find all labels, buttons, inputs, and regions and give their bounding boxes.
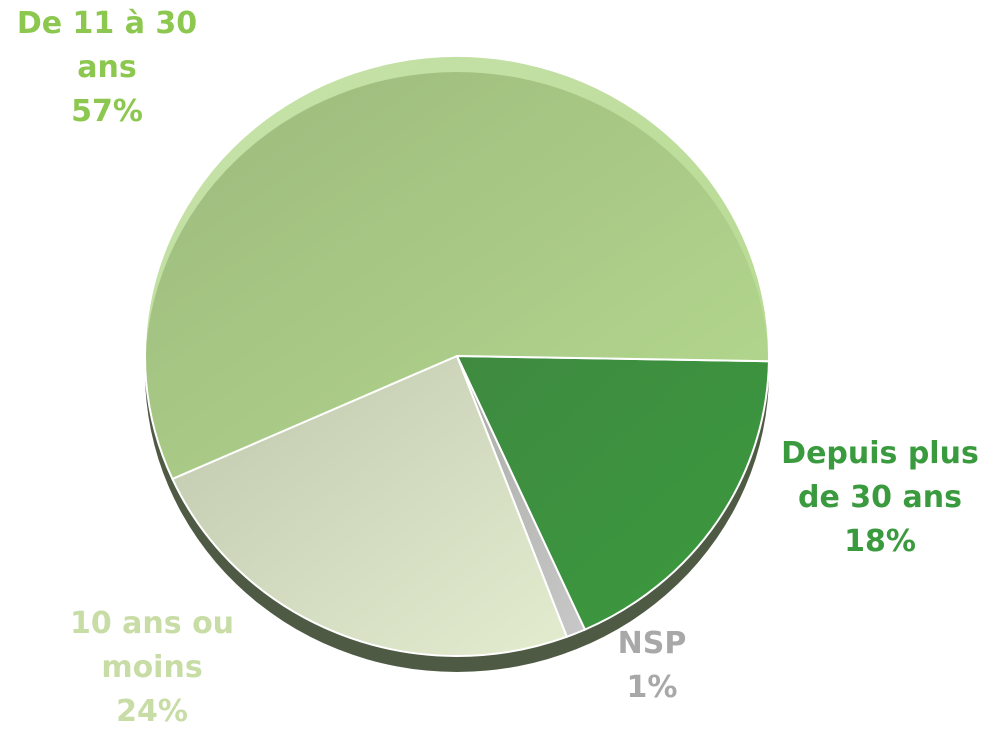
pie-slice bbox=[144, 55, 770, 481]
value-label: 1% bbox=[626, 670, 678, 705]
pie-slice bbox=[171, 354, 569, 657]
value-label: 24% bbox=[116, 694, 188, 729]
slice-label: 10 ans ou moins 24% bbox=[52, 602, 252, 734]
category-name: Depuis plus de 30 ans bbox=[781, 436, 979, 515]
slice-label: De 11 à 30 ans 57% bbox=[2, 2, 212, 134]
category-name: NSP bbox=[617, 626, 687, 661]
slice-label: Depuis plus de 30 ans 18% bbox=[780, 432, 980, 564]
pie-slice bbox=[455, 354, 770, 631]
category-name: 10 ans ou moins bbox=[69, 606, 235, 685]
category-name: De 11 à 30 ans bbox=[16, 6, 198, 85]
value-label: 57% bbox=[71, 94, 143, 129]
value-label: 18% bbox=[844, 524, 916, 559]
slice-label: NSP 1% bbox=[602, 622, 702, 710]
